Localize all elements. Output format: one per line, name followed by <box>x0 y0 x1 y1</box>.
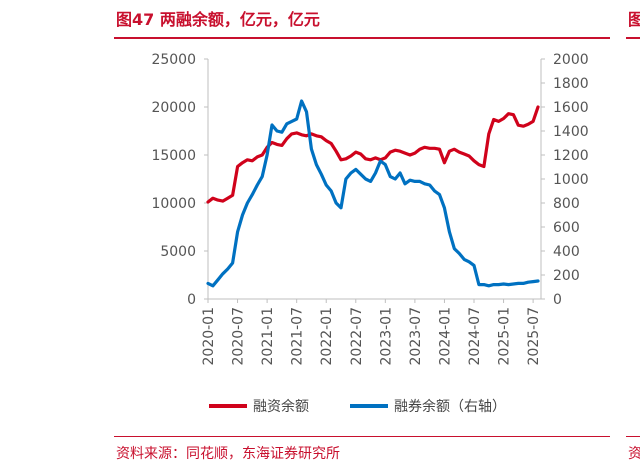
next-figure-title-fragment: 图 <box>628 10 640 29</box>
left-tick-label: 25000 <box>151 52 196 68</box>
next-figure-source-rule <box>626 436 640 437</box>
left-tick-label: 10000 <box>151 196 196 212</box>
x-tick-label: 2024-07 <box>467 307 483 366</box>
right-tick-label: 0 <box>553 292 562 308</box>
x-tick-label: 2023-01 <box>378 307 394 366</box>
title-underline <box>114 37 610 39</box>
x-tick-label: 2024-01 <box>437 307 453 366</box>
right-tick-label: 1200 <box>553 148 589 164</box>
plot-area <box>206 99 540 288</box>
right-tick-label: 1000 <box>553 172 589 188</box>
margin-balance-chart: 0 5000 10000 15000 20000 25000 0 200 400 600 800 1… <box>151 52 589 415</box>
x-tick-label: 2025-01 <box>497 307 513 366</box>
x-tick-label: 2025-07 <box>526 307 542 366</box>
short-balance-line <box>206 99 540 288</box>
left-tick-label: 20000 <box>151 100 196 116</box>
chart-legend: 融资余额 融券余额（右轴） <box>209 398 506 415</box>
x-tick-label: 2020-07 <box>231 307 247 366</box>
x-tick-label: 2022-01 <box>319 307 335 366</box>
left-y-axis: 0 5000 10000 15000 20000 25000 <box>151 52 209 308</box>
right-tick-label: 2000 <box>553 52 589 68</box>
legend-margin-balance-label: 融资余额 <box>253 398 309 415</box>
left-tick-label: 5000 <box>160 244 196 260</box>
right-tick-label: 400 <box>553 244 580 260</box>
next-figure-source-fragment: 资 <box>628 446 640 462</box>
next-figure-title-underline <box>626 37 640 39</box>
source-rule <box>114 436 610 437</box>
right-tick-label: 1400 <box>553 124 589 140</box>
right-tick-label: 200 <box>553 268 580 284</box>
x-tick-label: 2021-01 <box>260 307 276 366</box>
x-axis: 2020-01 2020-07 2021-01 2021-07 2022-01 2022-… <box>201 298 542 366</box>
right-tick-label: 800 <box>553 196 580 212</box>
x-tick-label: 2020-01 <box>201 307 217 366</box>
right-tick-label: 1600 <box>553 100 589 116</box>
right-tick-label: 1800 <box>553 76 589 92</box>
figure-title: 图47 两融余额，亿元，亿元 <box>116 10 320 29</box>
margin-balance-line <box>206 105 540 204</box>
x-tick-label: 2021-07 <box>290 307 306 366</box>
x-tick-label: 2022-07 <box>349 307 365 366</box>
x-tick-label: 2023-07 <box>408 307 424 366</box>
left-tick-label: 15000 <box>151 148 196 164</box>
source-note: 资料来源：同花顺，东海证券研究所 <box>116 446 340 462</box>
right-y-axis: 0 200 400 600 800 1000 1200 1400 1600 1800 2000 <box>540 52 589 308</box>
right-tick-label: 600 <box>553 220 580 236</box>
left-tick-label: 0 <box>187 292 196 308</box>
legend-short-balance-label: 融券余额（右轴） <box>394 398 506 415</box>
